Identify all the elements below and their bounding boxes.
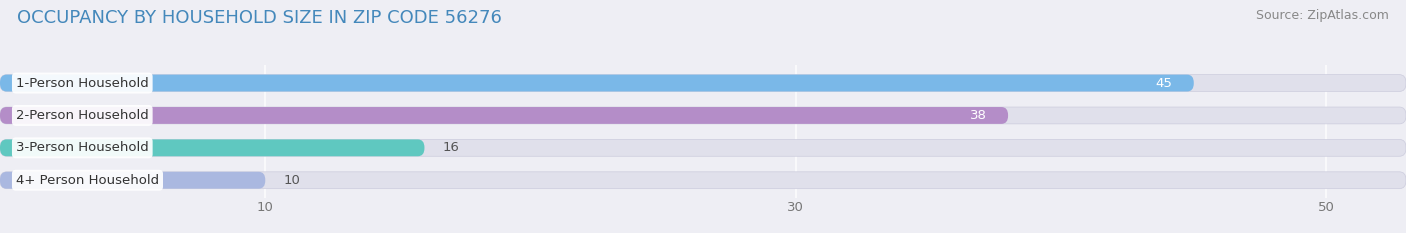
Text: 10: 10: [284, 174, 301, 187]
Text: 1-Person Household: 1-Person Household: [15, 77, 149, 89]
FancyBboxPatch shape: [0, 139, 425, 156]
FancyBboxPatch shape: [0, 172, 266, 189]
Text: 38: 38: [970, 109, 987, 122]
Text: 2-Person Household: 2-Person Household: [15, 109, 149, 122]
FancyBboxPatch shape: [0, 75, 1406, 92]
FancyBboxPatch shape: [0, 139, 1406, 156]
Text: 45: 45: [1156, 77, 1173, 89]
FancyBboxPatch shape: [0, 107, 1406, 124]
Text: 16: 16: [443, 141, 460, 154]
FancyBboxPatch shape: [0, 107, 1008, 124]
FancyBboxPatch shape: [0, 75, 1194, 92]
Text: Source: ZipAtlas.com: Source: ZipAtlas.com: [1256, 9, 1389, 22]
Text: 3-Person Household: 3-Person Household: [15, 141, 149, 154]
Text: 4+ Person Household: 4+ Person Household: [15, 174, 159, 187]
Text: OCCUPANCY BY HOUSEHOLD SIZE IN ZIP CODE 56276: OCCUPANCY BY HOUSEHOLD SIZE IN ZIP CODE …: [17, 9, 502, 27]
FancyBboxPatch shape: [0, 172, 1406, 189]
